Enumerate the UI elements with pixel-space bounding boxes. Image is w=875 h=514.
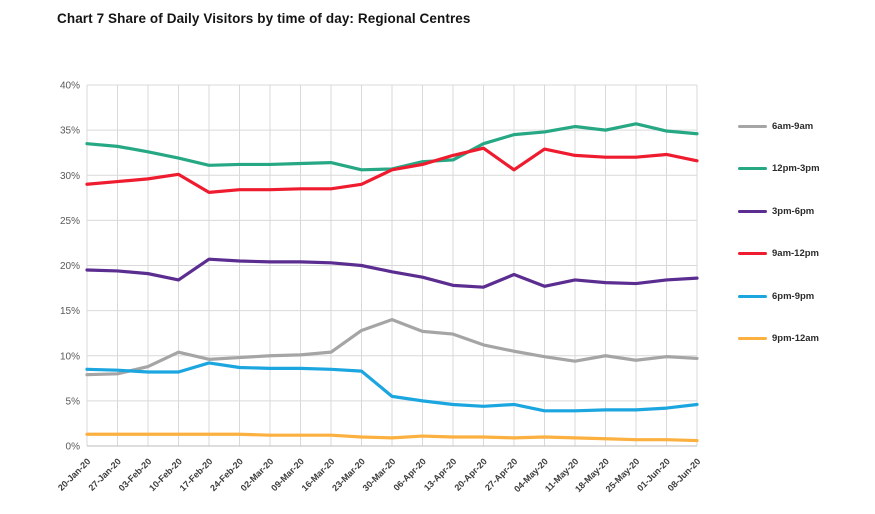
legend-item: 12pm-3pm [738, 160, 820, 178]
series-line-9pm-12am [85, 432, 699, 443]
legend-item: 9pm-12am [738, 330, 820, 348]
y-axis: 0% 5% 10% 15% 20% 25% 30% 35% 40% [60, 81, 80, 453]
y-tick-label: 40% [60, 81, 80, 92]
series-line-6am-9am [85, 318, 699, 377]
x-tick-label: 30-Mar-20 [361, 456, 398, 493]
legend-swatch-line-icon [738, 167, 767, 170]
legend-item-label: 9pm-12am [772, 333, 819, 344]
legend-item: 6am-9am [738, 117, 820, 135]
series-line-9am-12pm [85, 146, 699, 194]
y-tick-label: 30% [60, 171, 80, 182]
legend-item-label: 6pm-9pm [772, 290, 815, 302]
legend-item: 3pm-6pm [738, 202, 820, 220]
legend-swatch-line-icon [738, 294, 767, 298]
legend-item: 6pm-9pm [738, 287, 820, 305]
legend-swatch-line-icon [738, 252, 767, 255]
legend-item-label: 3pm-6pm [772, 205, 815, 217]
legend-item-label: 9am-12pm [772, 248, 819, 259]
legend-item-label: 12pm-3pm [772, 163, 820, 174]
y-tick-label: 0% [66, 442, 81, 453]
legend-item: 9am-12pm [738, 245, 820, 263]
legend-swatch-line-icon [738, 337, 767, 340]
y-tick-label: 25% [60, 216, 80, 227]
series-line-6pm-9pm [85, 361, 699, 413]
chart-title: Chart 7 Share of Daily Visitors by time … [57, 11, 471, 26]
legend-swatch-line-icon [738, 124, 767, 128]
x-tick-label: 08-Jun-20 [666, 456, 703, 493]
y-tick-label: 10% [60, 351, 80, 362]
x-axis: 20-Jan-2027-Jan-2003-Feb-2010-Feb-2017-F… [56, 456, 702, 494]
legend-item-label: 6am-9am [772, 120, 814, 132]
legend-swatch-line-icon [738, 209, 767, 213]
y-tick-label: 35% [60, 126, 80, 137]
y-tick-label: 15% [60, 306, 80, 317]
legend: 6am-9am 12pm-3pm 3pm-6pm 9am-12pm 6pm-9pm 9pm… [738, 117, 820, 372]
y-tick-label: 20% [60, 261, 80, 272]
gridlines [86, 84, 698, 447]
y-tick-label: 5% [66, 396, 81, 407]
series-line-3pm-6pm [85, 257, 699, 289]
